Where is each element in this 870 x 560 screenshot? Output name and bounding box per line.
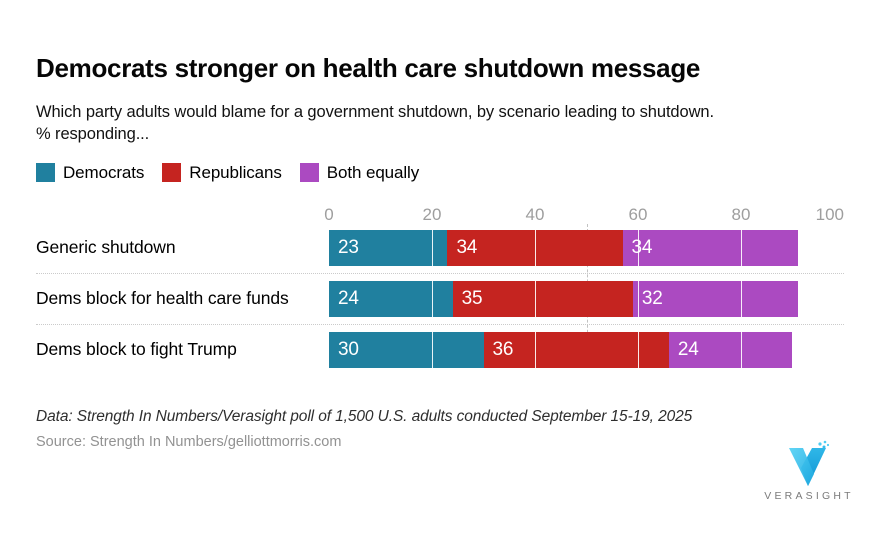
bar-value-label: 30 xyxy=(338,338,359,360)
gridline-60 xyxy=(638,229,639,266)
gridline-40 xyxy=(535,280,536,317)
bar-value-label: 35 xyxy=(461,287,483,309)
bar-segment-both-equally: 24 xyxy=(668,331,793,368)
x-axis-tick: 40 xyxy=(525,204,545,224)
gridline-60 xyxy=(638,280,639,317)
x-axis-tick: 60 xyxy=(628,204,648,224)
legend-swatch xyxy=(36,163,55,183)
gridline-80 xyxy=(741,229,742,266)
chart-rows: Generic shutdown 23 34 34 Dems block for hea… xyxy=(36,223,870,368)
chart-subtitle-line2: % responding... xyxy=(36,124,150,143)
legend-label: Both equally xyxy=(326,162,420,182)
x-axis-tick: 100 xyxy=(815,204,844,224)
bar-segment-democrats: 24 xyxy=(329,280,453,317)
chart-card: Democrats stronger on health care shutdo… xyxy=(0,53,870,450)
bar-segment-democrats: 30 xyxy=(329,331,484,368)
bar-segment-democrats: 23 xyxy=(329,229,448,266)
bar-segment-both-equally: 32 xyxy=(632,280,798,317)
row-separator xyxy=(36,323,844,325)
data-note: Data: Strength In Numbers/Verasight poll… xyxy=(36,407,693,425)
gridline-20 xyxy=(432,280,433,317)
bar-segment-republicans: 36 xyxy=(483,331,669,368)
chart-subtitle: Which party adults would blame for a gov… xyxy=(36,101,870,145)
gridline-60 xyxy=(638,331,639,368)
bar-value-label: 24 xyxy=(677,338,699,360)
bar-value-label: 34 xyxy=(456,236,478,258)
legend-item-democrats: Democrats xyxy=(36,163,144,183)
chart-subtitle-line1: Which party adults would blame for a gov… xyxy=(36,102,714,121)
verasight-logo: VERASIGHT xyxy=(761,439,857,502)
row-label: Generic shutdown xyxy=(36,237,176,258)
bar-track: 30 36 24 xyxy=(329,331,793,368)
x-axis-tick: 0 xyxy=(324,204,334,224)
page-title: Democrats stronger on health care shutdo… xyxy=(36,53,701,83)
gridline-20 xyxy=(432,331,433,368)
verasight-logo-text: VERASIGHT xyxy=(764,490,854,502)
legend-swatch xyxy=(162,163,182,183)
row-label: Dems block for health care funds xyxy=(36,288,289,309)
chart-legend: Democrats Republicans Both equally xyxy=(36,163,870,183)
bar-segment-republicans: 34 xyxy=(447,229,623,266)
bar-value-label: 23 xyxy=(338,236,359,258)
x-axis: 0 20 40 60 80 100 xyxy=(324,203,844,227)
bar-value-label: 24 xyxy=(338,287,359,309)
x-axis-tick: 80 xyxy=(731,204,751,224)
row-label: Dems block to fight Trump xyxy=(36,339,237,360)
bar-value-label: 36 xyxy=(492,338,514,360)
bar-track: 24 35 32 xyxy=(329,280,798,317)
row-separator xyxy=(36,272,844,274)
verasight-logo-icon xyxy=(789,440,830,486)
bar-value-label: 34 xyxy=(631,236,653,258)
bar-segment-both-equally: 34 xyxy=(622,229,798,266)
bar-row: Dems block for health care funds 24 35 32 xyxy=(36,280,870,317)
gridline-80 xyxy=(741,280,742,317)
bar-segment-republicans: 35 xyxy=(452,280,633,317)
gridline-40 xyxy=(535,331,536,368)
stacked-bar-chart: 0 20 40 60 80 100 Generic shutdown 23 34 34 Dems … xyxy=(36,203,870,368)
source-note: Source: Strength In Numbers/gelliottmorr… xyxy=(36,433,342,450)
legend-swatch xyxy=(299,163,319,183)
bar-row: Dems block to fight Trump 30 36 24 xyxy=(36,331,870,368)
legend-label: Democrats xyxy=(63,162,145,182)
gridline-40 xyxy=(535,229,536,266)
bar-track: 23 34 34 xyxy=(329,229,798,266)
x-axis-tick: 20 xyxy=(422,204,442,224)
gridline-20 xyxy=(432,229,433,266)
gridline-80 xyxy=(741,331,742,368)
bar-value-label: 32 xyxy=(641,287,663,309)
legend-item-both-equally: Both equally xyxy=(299,162,420,183)
legend-item-republicans: Republicans xyxy=(162,162,282,183)
bar-row: Generic shutdown 23 34 34 xyxy=(36,229,870,266)
legend-label: Republicans xyxy=(189,162,282,182)
